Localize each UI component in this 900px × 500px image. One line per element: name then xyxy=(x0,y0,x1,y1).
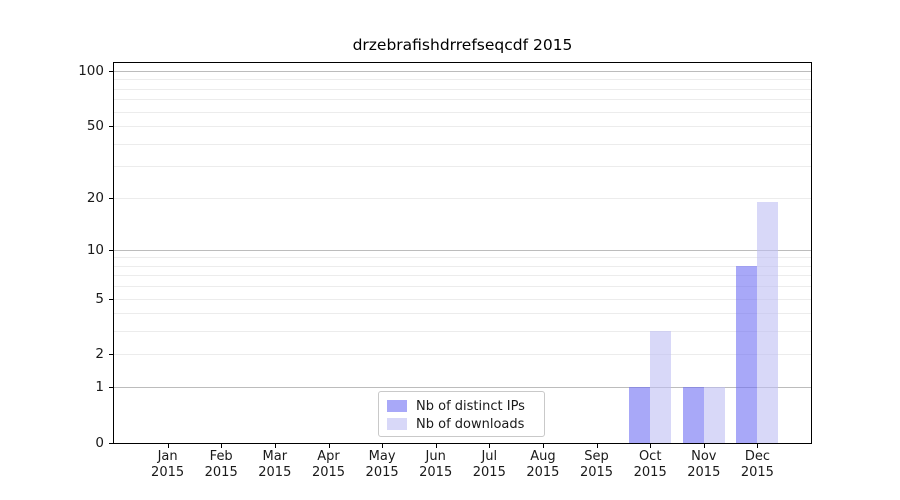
minor-gridline-50 xyxy=(114,126,811,128)
x-tick-label-may-2015: May 2015 xyxy=(365,449,399,480)
x-tickmark-feb-2015 xyxy=(221,444,223,448)
legend: Nb of distinct IPs Nb of downloads xyxy=(378,391,545,437)
y-tickmark-100 xyxy=(109,71,113,72)
y-tickmark-20 xyxy=(109,197,113,199)
x-tickmark-nov-2015 xyxy=(703,444,705,448)
x-tick-label-feb-2015: Feb 2015 xyxy=(204,449,238,480)
y-tick-label-5: 5 xyxy=(95,290,104,307)
minor-gridline-30 xyxy=(114,166,811,168)
bar-nb-of-distinct-ips-dec-2015 xyxy=(736,265,758,443)
bar-nb-of-downloads-oct-2015 xyxy=(650,331,672,443)
y-tickmark-2 xyxy=(109,354,113,356)
bar-nb-of-downloads-nov-2015 xyxy=(703,387,725,443)
y-tickmark-10 xyxy=(109,249,113,251)
y-tickmark-50 xyxy=(109,126,113,128)
major-gridline-100 xyxy=(114,71,811,72)
x-tickmark-aug-2015 xyxy=(542,444,544,448)
y-tick-label-1: 1 xyxy=(95,379,104,396)
legend-swatch-downloads xyxy=(387,418,407,430)
x-tick-label-jan-2015: Jan 2015 xyxy=(151,449,185,480)
minor-gridline-80 xyxy=(114,88,811,90)
bar-nb-of-distinct-ips-oct-2015 xyxy=(629,387,651,443)
x-tickmark-jun-2015 xyxy=(435,444,437,448)
x-tickmark-mar-2015 xyxy=(274,444,276,448)
x-tickmark-may-2015 xyxy=(382,444,384,448)
y-tick-label-50: 50 xyxy=(86,118,104,135)
y-tickmark-1 xyxy=(109,387,113,389)
y-tick-label-0: 0 xyxy=(95,435,104,451)
x-tick-label-nov-2015: Nov 2015 xyxy=(687,449,721,480)
x-tickmark-sep-2015 xyxy=(596,444,598,448)
x-tickmark-dec-2015 xyxy=(757,444,759,448)
minor-gridline-40 xyxy=(114,143,811,145)
chart-title: drzebrafishdrrefseqcdf 2015 xyxy=(352,36,573,54)
x-tick-label-apr-2015: Apr 2015 xyxy=(311,449,346,480)
legend-item-downloads: Nb of downloads xyxy=(387,415,544,433)
x-tick-label-aug-2015: Aug 2015 xyxy=(526,449,560,480)
legend-label-distinct-ips: Nb of distinct IPs xyxy=(416,398,525,414)
y-tick-label-10: 10 xyxy=(86,241,104,258)
minor-gridline-20 xyxy=(114,197,811,199)
x-tickmark-jan-2015 xyxy=(167,444,169,448)
x-tick-label-jun-2015: Jun 2015 xyxy=(419,449,453,480)
minor-gridline-2 xyxy=(114,354,811,356)
major-gridline-10 xyxy=(114,249,811,251)
major-gridline-1 xyxy=(114,387,811,389)
y-tickmark-5 xyxy=(109,298,113,300)
minor-gridline-4 xyxy=(114,313,811,315)
x-tick-label-dec-2015: Dec 2015 xyxy=(740,449,774,480)
bar-nb-of-distinct-ips-nov-2015 xyxy=(682,387,704,443)
y-tick-label-100: 100 xyxy=(78,63,104,79)
x-tick-label-oct-2015: Oct 2015 xyxy=(633,449,667,480)
minor-gridline-60 xyxy=(114,111,811,113)
minor-gridline-3 xyxy=(114,331,811,333)
x-tickmark-oct-2015 xyxy=(650,444,652,448)
x-tick-label-sep-2015: Sep 2015 xyxy=(579,449,614,480)
y-tickmark-0 xyxy=(109,443,113,444)
minor-gridline-70 xyxy=(114,99,811,101)
plot-area xyxy=(113,62,812,444)
x-tick-label-mar-2015: Mar 2015 xyxy=(258,449,292,480)
y-tick-label-2: 2 xyxy=(95,346,104,363)
x-tickmark-jul-2015 xyxy=(489,444,491,448)
minor-gridline-7 xyxy=(114,275,811,277)
bar-nb-of-downloads-dec-2015 xyxy=(757,201,779,443)
legend-swatch-distinct-ips xyxy=(387,400,407,412)
minor-gridline-90 xyxy=(114,79,811,81)
legend-item-distinct-ips: Nb of distinct IPs xyxy=(387,397,544,415)
minor-gridline-5 xyxy=(114,298,811,300)
x-tickmark-apr-2015 xyxy=(328,444,330,448)
minor-gridline-8 xyxy=(114,265,811,267)
x-tick-label-jul-2015: Jul 2015 xyxy=(472,449,506,480)
minor-gridline-6 xyxy=(114,286,811,288)
minor-gridline-9 xyxy=(114,257,811,259)
legend-label-downloads: Nb of downloads xyxy=(416,416,525,432)
y-tick-label-20: 20 xyxy=(86,189,104,206)
